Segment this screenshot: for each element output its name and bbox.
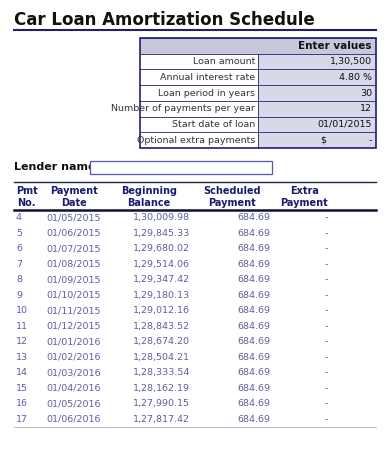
Text: 16: 16: [16, 399, 28, 408]
Text: 14: 14: [16, 368, 28, 377]
Text: Start date of loan: Start date of loan: [172, 120, 255, 129]
Text: 01/06/2015: 01/06/2015: [47, 229, 101, 238]
Text: 4.80 %: 4.80 %: [339, 73, 372, 82]
Text: 684.69: 684.69: [237, 306, 270, 315]
Text: 5: 5: [16, 229, 22, 238]
Text: -: -: [324, 275, 328, 284]
Bar: [140, 38, 376, 148]
Text: Payment
Date: Payment Date: [50, 186, 98, 208]
Text: 684.69: 684.69: [237, 322, 270, 331]
Text: 15: 15: [16, 384, 28, 393]
Text: 13: 13: [16, 353, 28, 362]
Text: 01/05/2016: 01/05/2016: [47, 399, 101, 408]
Text: -: -: [324, 260, 328, 269]
Text: Extra
Payment: Extra Payment: [280, 186, 328, 208]
Text: 684.69: 684.69: [237, 244, 270, 253]
Text: 1,28,674.20: 1,28,674.20: [133, 337, 190, 346]
Text: 684.69: 684.69: [237, 229, 270, 238]
Text: 01/11/2015: 01/11/2015: [47, 306, 101, 315]
Bar: [140, 38, 376, 54]
Bar: [258, 101, 376, 116]
Text: -: -: [324, 306, 328, 315]
Text: -: -: [324, 384, 328, 393]
Text: 01/03/2016: 01/03/2016: [47, 368, 101, 377]
Text: 1,28,843.52: 1,28,843.52: [133, 322, 190, 331]
Text: 01/01/2015: 01/01/2015: [317, 120, 372, 129]
Text: Enter values: Enter values: [298, 41, 372, 51]
Text: 8: 8: [16, 275, 22, 284]
Text: Number of payments per year: Number of payments per year: [111, 104, 255, 113]
Text: 1,28,333.54: 1,28,333.54: [133, 368, 190, 377]
Text: 684.69: 684.69: [237, 337, 270, 346]
Text: 4: 4: [16, 213, 22, 222]
Text: 01/05/2015: 01/05/2015: [47, 213, 101, 222]
Text: 1,27,990.15: 1,27,990.15: [133, 399, 190, 408]
Text: 01/01/2016: 01/01/2016: [47, 337, 101, 346]
Bar: [258, 85, 376, 101]
Text: 1,28,504.21: 1,28,504.21: [133, 353, 190, 362]
Text: Loan period in years: Loan period in years: [158, 88, 255, 97]
Text: -: -: [324, 244, 328, 253]
Text: 1,29,845.33: 1,29,845.33: [133, 229, 190, 238]
Text: -: -: [324, 213, 328, 222]
Text: Optional extra payments: Optional extra payments: [136, 136, 255, 145]
Text: 684.69: 684.69: [237, 368, 270, 377]
Text: Scheduled
Payment: Scheduled Payment: [203, 186, 261, 208]
Text: Car Loan Amortization Schedule: Car Loan Amortization Schedule: [14, 11, 315, 29]
Text: 01/12/2015: 01/12/2015: [47, 322, 101, 331]
Text: 01/02/2016: 01/02/2016: [47, 353, 101, 362]
Text: 6: 6: [16, 244, 22, 253]
Text: 684.69: 684.69: [237, 213, 270, 222]
Text: $              -: $ -: [321, 136, 372, 145]
Text: 1,29,347.42: 1,29,347.42: [133, 275, 190, 284]
Text: 684.69: 684.69: [237, 260, 270, 269]
Text: 12: 12: [16, 337, 28, 346]
Text: 1,30,500: 1,30,500: [330, 57, 372, 66]
Text: 684.69: 684.69: [237, 399, 270, 408]
Text: 1,29,012.16: 1,29,012.16: [133, 306, 190, 315]
Text: -: -: [324, 368, 328, 377]
Text: 10: 10: [16, 306, 28, 315]
Text: 01/04/2016: 01/04/2016: [47, 384, 101, 393]
Text: -: -: [324, 337, 328, 346]
Text: -: -: [324, 353, 328, 362]
Text: 1,29,680.02: 1,29,680.02: [133, 244, 190, 253]
Text: -: -: [324, 291, 328, 300]
Text: 684.69: 684.69: [237, 291, 270, 300]
Text: 1,29,514.06: 1,29,514.06: [133, 260, 190, 269]
Text: 1,27,817.42: 1,27,817.42: [133, 415, 190, 424]
Text: Lender name:: Lender name:: [14, 162, 100, 172]
Bar: [258, 116, 376, 132]
Text: Pmt
No.: Pmt No.: [16, 186, 38, 208]
Text: 12: 12: [360, 104, 372, 113]
Text: 684.69: 684.69: [237, 415, 270, 424]
Text: 7: 7: [16, 260, 22, 269]
Text: -: -: [324, 399, 328, 408]
Text: -: -: [324, 415, 328, 424]
Text: 01/07/2015: 01/07/2015: [47, 244, 101, 253]
Text: 9: 9: [16, 291, 22, 300]
Bar: [258, 132, 376, 148]
Text: -: -: [324, 229, 328, 238]
Text: 17: 17: [16, 415, 28, 424]
Bar: [90, 161, 272, 174]
Text: Annual interest rate: Annual interest rate: [160, 73, 255, 82]
Text: 01/10/2015: 01/10/2015: [47, 291, 101, 300]
Bar: [258, 69, 376, 85]
Text: 684.69: 684.69: [237, 384, 270, 393]
Text: 1,30,009.98: 1,30,009.98: [133, 213, 190, 222]
Text: 01/06/2016: 01/06/2016: [47, 415, 101, 424]
Text: 01/08/2015: 01/08/2015: [47, 260, 101, 269]
Text: 1,28,162.19: 1,28,162.19: [133, 384, 190, 393]
Text: 30: 30: [360, 88, 372, 97]
Text: Loan amount: Loan amount: [193, 57, 255, 66]
Text: 01/09/2015: 01/09/2015: [47, 275, 101, 284]
Bar: [258, 54, 376, 69]
Text: 11: 11: [16, 322, 28, 331]
Text: -: -: [324, 322, 328, 331]
Text: Beginning
Balance: Beginning Balance: [121, 186, 177, 208]
Text: 684.69: 684.69: [237, 353, 270, 362]
Text: 684.69: 684.69: [237, 275, 270, 284]
Text: 1,29,180.13: 1,29,180.13: [133, 291, 190, 300]
